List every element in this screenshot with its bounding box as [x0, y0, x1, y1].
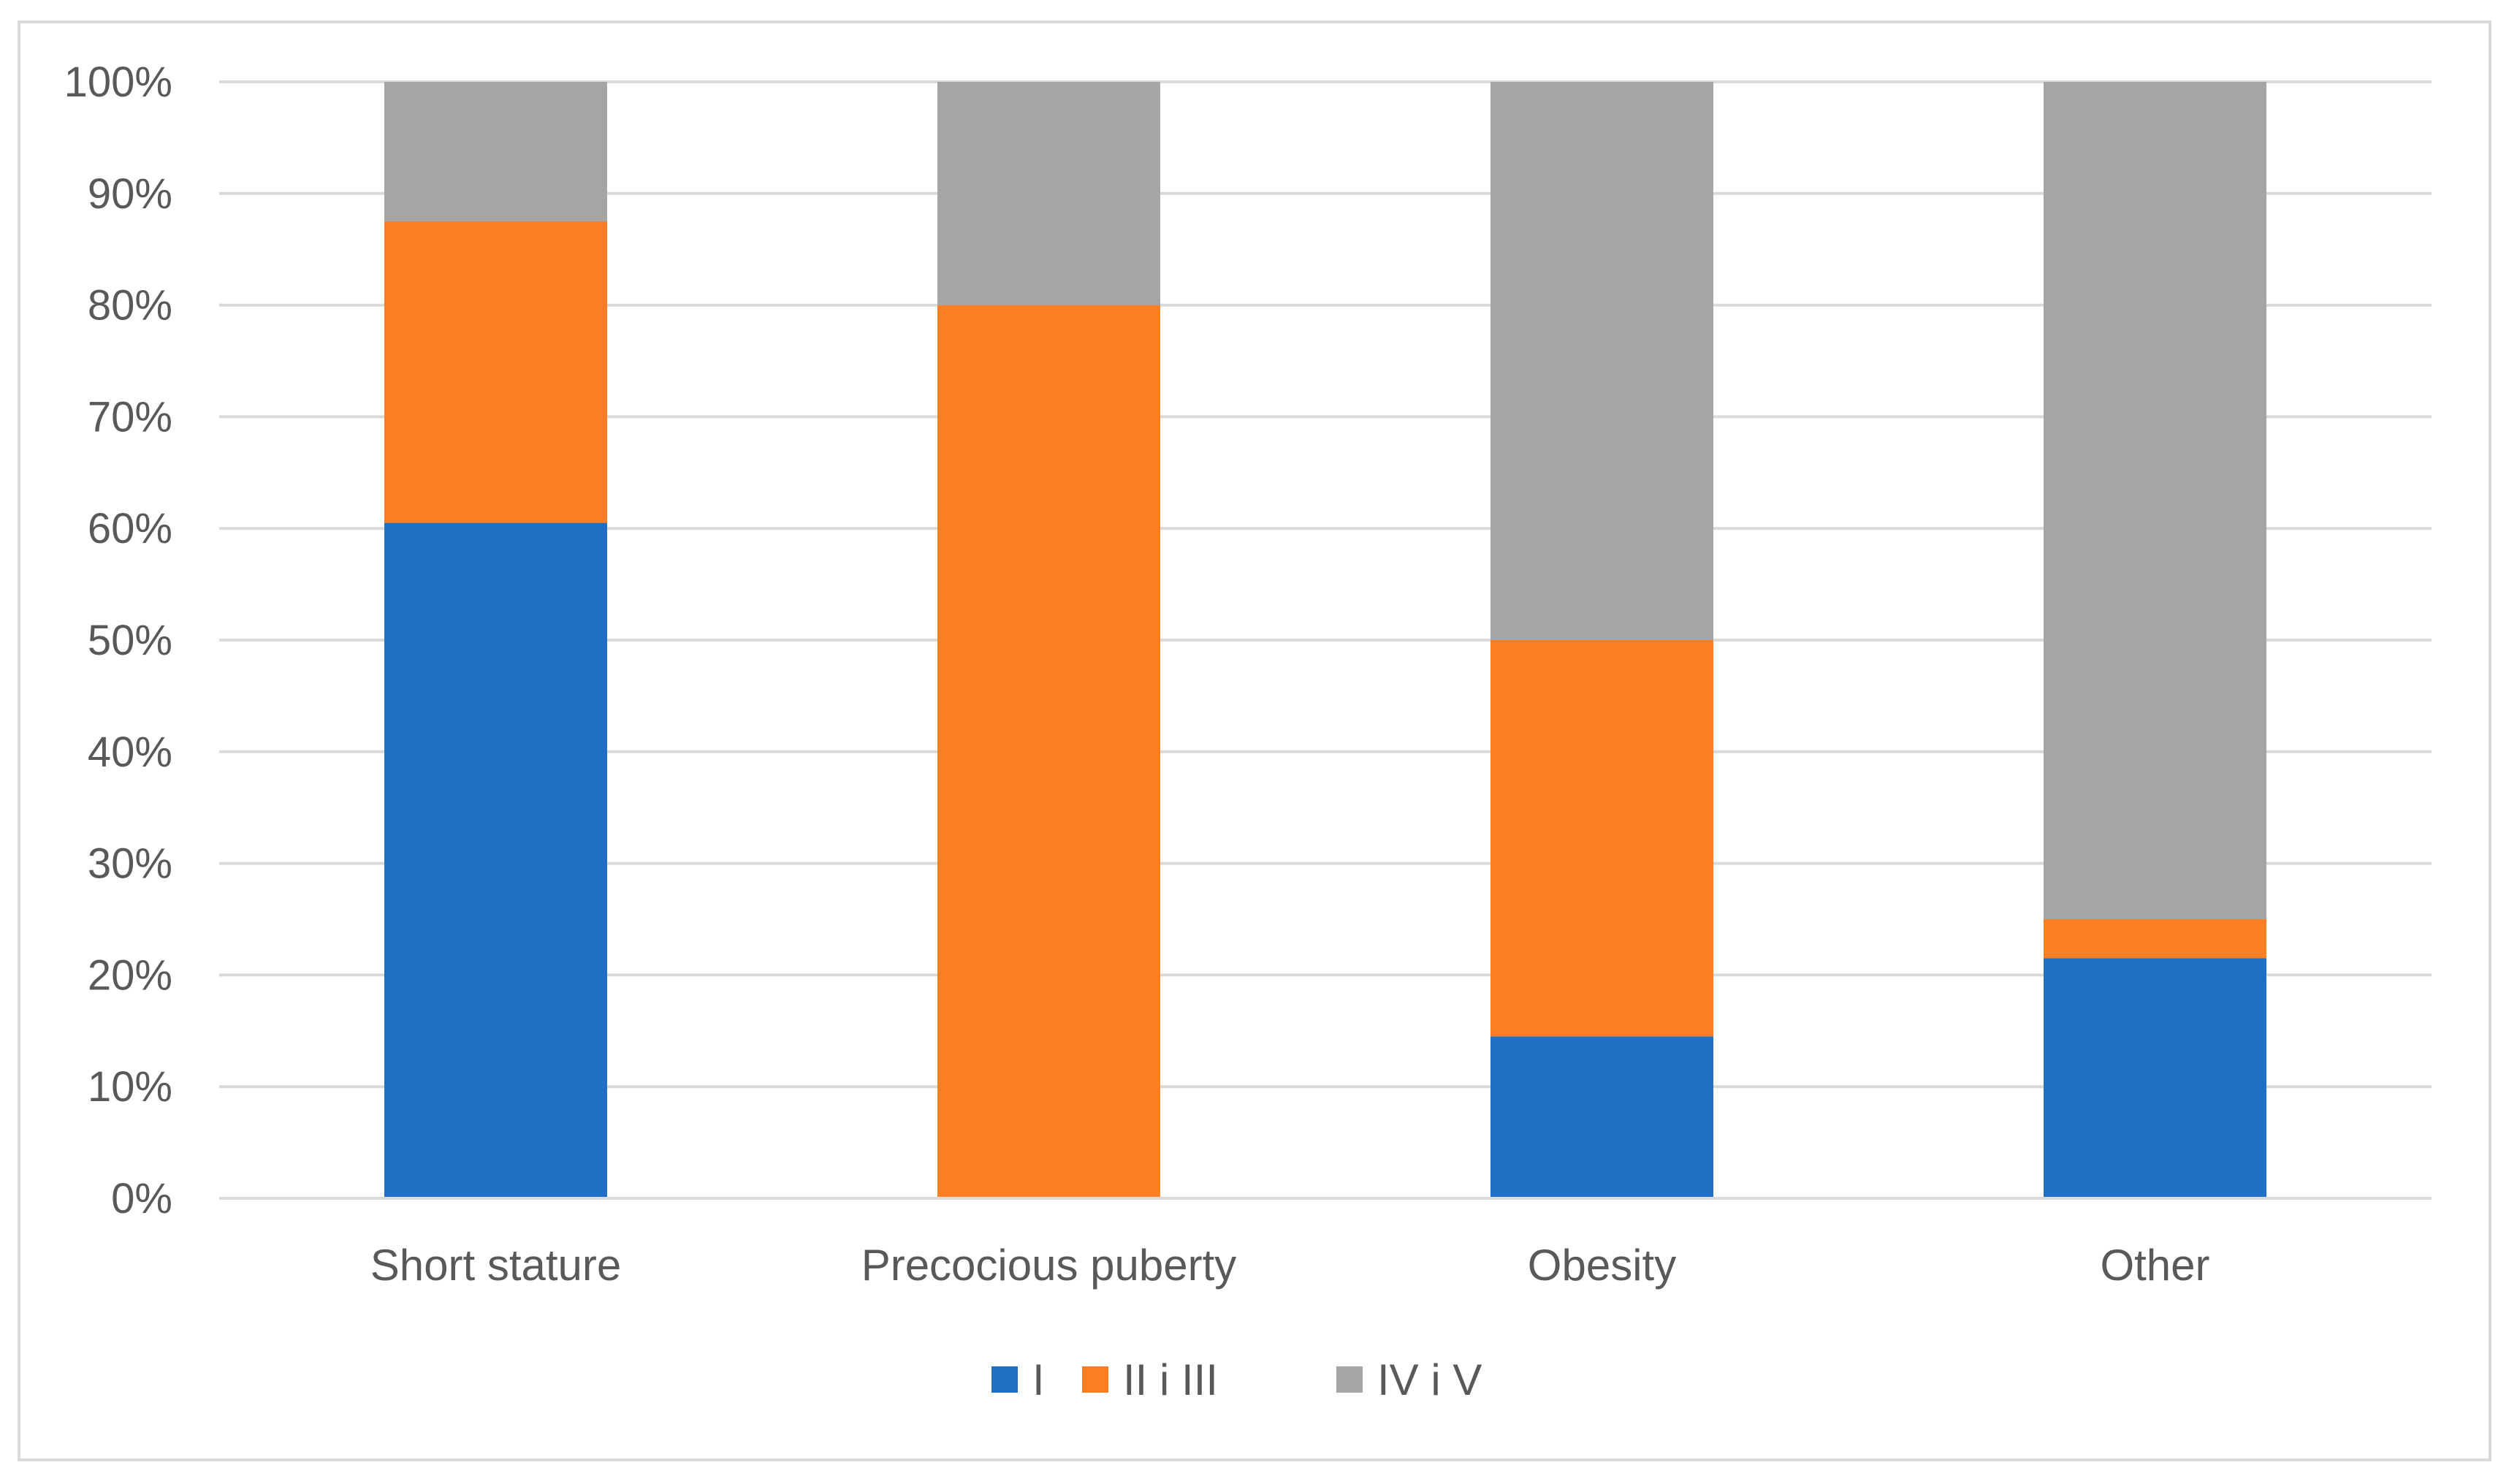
y-tick-label: 30% [88, 840, 172, 888]
legend-swatch [991, 1366, 1018, 1393]
y-tick-label: 40% [88, 728, 172, 776]
bar-segment [384, 522, 607, 1198]
x-category-label: Other [2100, 1241, 2209, 1290]
bar-segment [384, 221, 607, 523]
y-tick-label: 20% [88, 951, 172, 999]
y-tick-label: 0% [111, 1175, 172, 1222]
y-tick-label: 100% [64, 58, 172, 106]
bars [384, 82, 2266, 1199]
y-tick-label: 10% [88, 1063, 172, 1111]
legend-label: IV i V [1377, 1355, 1482, 1404]
x-category-label: Obesity [1528, 1241, 1676, 1290]
y-tick-label: 90% [88, 170, 172, 218]
legend: I II i III IV i V [991, 1355, 1482, 1404]
bar-segment [1490, 1036, 1713, 1198]
bar-segment [2044, 958, 2266, 1198]
legend-label: II i III [1123, 1355, 1218, 1404]
x-category-label: Short stature [370, 1241, 622, 1290]
x-axis-category-labels: Short stature Precocious puberty Obesity Ot… [370, 1241, 2210, 1290]
bar-segment [937, 305, 1160, 1199]
y-axis-tick-labels: 0% 10% 20% 30% 40% 50% 60% 70% 80% 90% 100% [64, 58, 172, 1222]
y-tick-label: 60% [88, 505, 172, 552]
bar-segment [1490, 82, 1713, 640]
y-tick-label: 80% [88, 282, 172, 330]
bar-segment [2044, 919, 2266, 959]
legend-swatch [1336, 1366, 1363, 1393]
y-tick-label: 50% [88, 617, 172, 664]
bar-segment [1490, 640, 1713, 1037]
legend-label: I [1032, 1355, 1045, 1404]
bar-segment [2044, 82, 2266, 919]
bar-segment [937, 82, 1160, 305]
y-tick-label: 70% [88, 393, 172, 441]
x-category-label: Precocious puberty [861, 1241, 1237, 1290]
legend-swatch [1082, 1366, 1108, 1393]
bar-segment [384, 82, 607, 221]
